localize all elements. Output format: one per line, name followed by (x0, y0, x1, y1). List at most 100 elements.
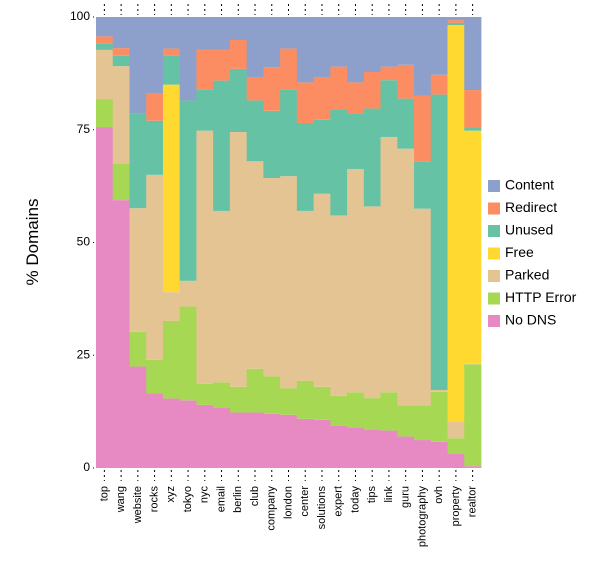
bar-segment (464, 364, 482, 467)
bar-segment (129, 208, 147, 332)
bar-segment (112, 66, 130, 165)
bar-segment (263, 110, 281, 179)
bar-segment (430, 74, 448, 95)
bar-segment (330, 17, 348, 67)
bar-segment (363, 17, 381, 73)
x-tick-label: tips (366, 486, 378, 504)
bar-segment (246, 412, 264, 468)
bar-segment (162, 398, 181, 468)
bar-segment (246, 161, 264, 369)
bar-segment (263, 376, 281, 414)
x-tick-label: club (249, 486, 261, 506)
bar-segment (313, 386, 331, 420)
x-tick-label: photography (416, 486, 428, 548)
bar-segment (296, 17, 315, 83)
bar-segment (179, 280, 197, 307)
bar-segment (380, 66, 398, 81)
bar-segment (162, 17, 181, 49)
bar-segment (146, 17, 164, 94)
bar-segment (447, 25, 465, 422)
x-tick-label: today (349, 486, 361, 513)
bar-segment (162, 84, 181, 293)
bar-segment (313, 193, 331, 387)
bar-segment (179, 17, 197, 101)
x-tick-label: ovh (433, 486, 445, 504)
bar-segment (363, 398, 381, 430)
bar-segment (196, 49, 214, 90)
bar-segment (447, 421, 465, 439)
bar-segment (414, 440, 432, 468)
bar-segment (380, 17, 398, 67)
y-tick-label: 100 (70, 9, 90, 23)
x-tick-label: tokyo (182, 486, 194, 512)
bar-segment (430, 391, 448, 442)
bar-segment (129, 366, 147, 468)
bar-segment (196, 89, 214, 131)
bar-segment (213, 382, 231, 409)
bar-segment (380, 430, 398, 468)
bar-segment (363, 429, 381, 468)
legend-label: Free (505, 244, 534, 260)
bar-segment (213, 49, 231, 81)
bar-segment (129, 113, 147, 209)
bar-segment (96, 36, 114, 44)
bar-segment (129, 17, 147, 114)
bar-segment (330, 425, 348, 468)
bar-segment (196, 383, 214, 405)
bar-segment (263, 17, 281, 68)
bar-segment (447, 17, 465, 21)
bar-segment (414, 405, 432, 441)
bar-segment (162, 55, 181, 85)
bar-segment (263, 178, 281, 377)
y-tick-label: 75 (77, 122, 91, 136)
bar-segment (96, 49, 114, 100)
bar-segment (146, 120, 164, 175)
bar-segment (414, 208, 432, 406)
bar-segment (229, 412, 248, 468)
bar-segment (263, 67, 281, 111)
bar-segment (397, 98, 415, 149)
x-tick-label: realtor (467, 486, 479, 518)
bar-segment (447, 454, 465, 468)
bar-segment (280, 48, 298, 90)
bar-segment (430, 94, 448, 390)
x-tick-label: expert (333, 486, 345, 517)
bar-segment (330, 215, 348, 396)
x-tick-label: email (215, 486, 227, 512)
bar-segment (464, 90, 482, 128)
bar-segment (96, 127, 114, 468)
bar-segment (447, 20, 465, 23)
bar-segment (112, 200, 130, 468)
bar-segment (397, 64, 415, 99)
bar-segment (414, 17, 432, 96)
legend-label: Unused (505, 222, 553, 238)
bar-segment (229, 386, 248, 413)
x-tick-label: wang (115, 486, 127, 513)
bar-segment (112, 55, 130, 67)
bar-segment (347, 82, 365, 114)
bar-segment (96, 17, 114, 37)
legend-swatch (488, 315, 500, 327)
bar-segment (397, 148, 415, 406)
y-tick-label: 50 (77, 235, 91, 249)
bar-segment (162, 292, 181, 321)
bar-segment (129, 331, 147, 367)
legend-label: HTTP Error (505, 289, 577, 305)
bar-segment (347, 17, 365, 83)
bar-segment (263, 413, 281, 468)
x-tick-label: property (450, 486, 462, 527)
legend-swatch (488, 292, 500, 305)
bar-segment (347, 392, 365, 428)
legend-swatch (488, 270, 500, 282)
bar-segment (380, 80, 398, 137)
x-tick-label: solutions (316, 486, 328, 530)
x-tick-label: berlin (232, 486, 244, 513)
bar-segment (414, 95, 432, 162)
x-tick-label: rocks (148, 486, 160, 513)
bar-segment (280, 388, 298, 415)
y-tick-label: 0 (83, 460, 90, 474)
bar-segment (146, 174, 164, 360)
bar-segment (246, 76, 264, 101)
x-tick-label: company (266, 486, 278, 531)
bar-segment (196, 17, 214, 50)
